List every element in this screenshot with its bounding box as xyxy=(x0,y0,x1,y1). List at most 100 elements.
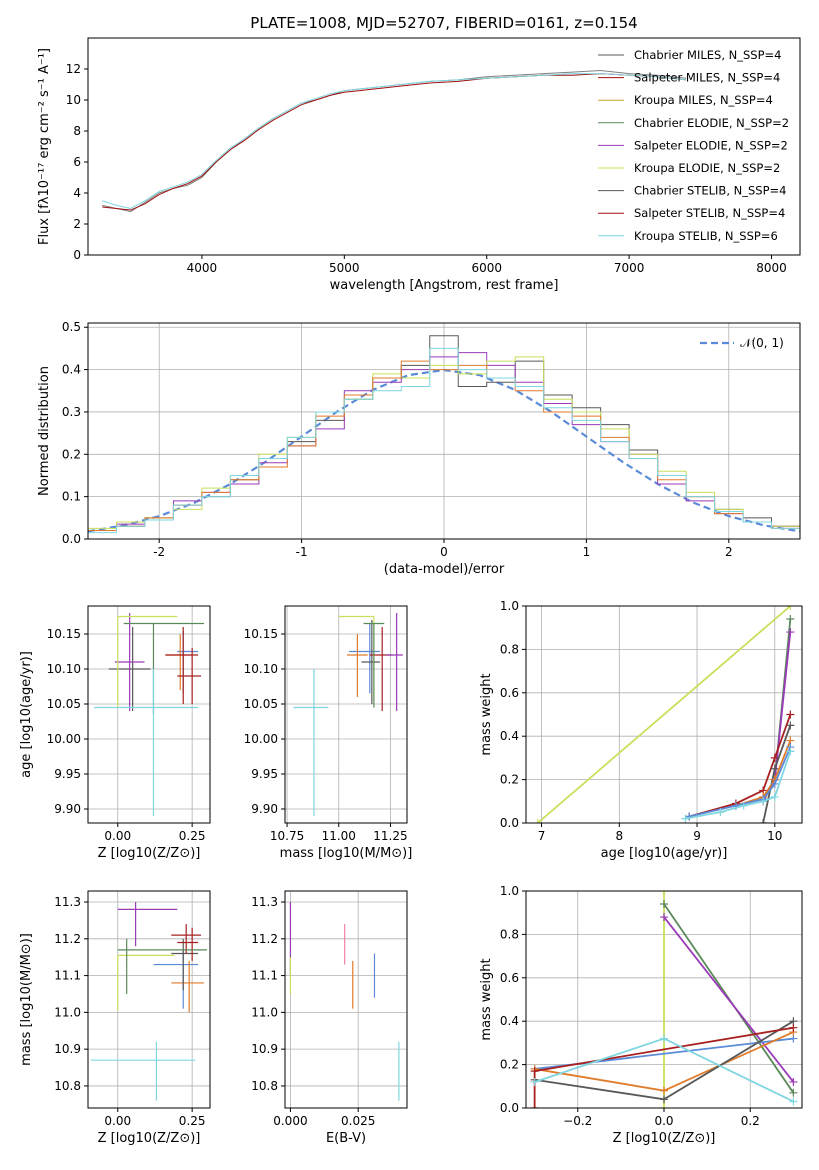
axes-frame xyxy=(87,605,211,824)
series-line-5 xyxy=(735,740,792,807)
y-tick-label: 0.0 xyxy=(500,816,519,830)
data-point xyxy=(660,900,668,909)
y-axis-label: mass weight xyxy=(479,673,494,755)
legend-label: Chabrier ELODIE, N_SSP=2 xyxy=(634,116,789,130)
chart-mass-weight-vs-z: −0.2 0.0 0.2 0.0 0.2 0.4 0.6 0.8 1.0 Z [log10(Z/Z… xyxy=(479,884,803,1146)
data-point xyxy=(789,1023,798,1032)
x-tick-label: 10 xyxy=(767,829,782,843)
plot-area xyxy=(90,902,208,1101)
data-point xyxy=(530,1077,539,1086)
y-tick-label: 10.8 xyxy=(54,1079,81,1093)
y-tick-label: 0.4 xyxy=(62,363,81,377)
data-point xyxy=(739,801,748,810)
plot-area xyxy=(93,613,205,816)
figure-title: PLATE=1008, MJD=52707, FIBERID=0161, z=0… xyxy=(250,14,637,32)
y-tick-label: 9.95 xyxy=(54,767,81,781)
x-axis-label: Z [log10(Z/Z⊙)] xyxy=(98,846,201,861)
x-tick-label: -2 xyxy=(153,545,165,559)
y-tick-label: 0.4 xyxy=(500,1014,519,1028)
y-tick-label: 0.5 xyxy=(62,320,81,334)
y-tick-label: 1.0 xyxy=(500,599,519,613)
series-line-0 xyxy=(537,606,791,823)
data-point xyxy=(770,764,779,773)
x-tick-label: 11.25 xyxy=(373,829,407,843)
series-line-2 xyxy=(663,916,795,1083)
data-point xyxy=(660,1034,668,1043)
x-axis-label: mass [log10(M/M⊙)] xyxy=(280,846,413,861)
series-line-hist-4 xyxy=(88,360,800,532)
chart-mass-weight-vs-age: 7 8 9 10 0.0 0.2 0.4 0.6 0.8 1.0 age [log10(age/yr… xyxy=(479,599,803,861)
data-point xyxy=(660,1104,668,1108)
y-tick-label: 0.2 xyxy=(500,1058,519,1072)
y-tick-label: 0.8 xyxy=(500,927,519,941)
y-tick-label: 10.05 xyxy=(47,697,81,711)
data-point xyxy=(789,1097,798,1106)
x-tick-label: 1 xyxy=(583,545,591,559)
x-tick-label: 0.0 xyxy=(654,1114,673,1128)
data-point xyxy=(660,891,668,895)
y-tick-label: 0.3 xyxy=(62,405,81,419)
y-tick-label: 0.1 xyxy=(62,490,81,504)
y-axis-label: Normed distribution xyxy=(37,366,52,496)
data-point xyxy=(789,1088,798,1097)
y-tick-label: 9.90 xyxy=(54,802,81,816)
y-tick-label: 10.05 xyxy=(244,697,278,711)
data-point xyxy=(786,710,795,719)
series-line-hist-3 xyxy=(88,356,800,529)
legend-label: Kroupa STELIB, N_SSP=6 xyxy=(634,229,778,243)
chart-mass-vs-ebv: 0.000 0.025 10.8 10.9 11.0 11.1 11.2 11.3 E(B-V) xyxy=(251,890,408,1146)
y-tick-label: 0 xyxy=(73,248,81,262)
y-axis-label: age [log10(age/yr)] xyxy=(19,651,34,778)
y-tick-label: 0.2 xyxy=(62,447,81,461)
x-tick-label: 10.75 xyxy=(270,829,304,843)
x-tick-label: 9 xyxy=(693,829,701,843)
x-tick-label: -1 xyxy=(296,545,308,559)
data-point xyxy=(660,913,668,922)
y-tick-label: 0.6 xyxy=(500,686,519,700)
data-point xyxy=(533,819,542,823)
data-point xyxy=(660,1086,668,1095)
data-point xyxy=(786,747,795,756)
legend-label: Salpeter STELIB, N_SSP=4 xyxy=(634,206,785,220)
x-tick-label: 0.2 xyxy=(741,1114,760,1128)
data-point xyxy=(786,628,795,637)
x-tick-label: 6000 xyxy=(471,261,502,275)
legend-label: Salpeter MILES, N_SSP=4 xyxy=(634,71,780,85)
x-tick-label: 2 xyxy=(725,545,733,559)
data-point xyxy=(530,1104,539,1108)
y-tick-label: 10.15 xyxy=(47,627,81,641)
data-point xyxy=(786,606,795,610)
axes-frame xyxy=(284,605,408,824)
series-line-model-kroupa-stelib xyxy=(102,73,687,210)
y-tick-label: 11.2 xyxy=(251,932,278,946)
y-tick-label: 0.6 xyxy=(500,971,519,985)
y-tick-label: 10.9 xyxy=(54,1042,81,1056)
x-axis-label: wavelength [Angstrom, rest frame] xyxy=(330,278,559,293)
y-tick-label: 11.3 xyxy=(251,895,278,909)
axes-frame xyxy=(284,890,408,1109)
x-tick-label: 8 xyxy=(615,829,623,843)
x-tick-label: 11.00 xyxy=(322,829,356,843)
series-line-7 xyxy=(685,751,792,820)
data-point xyxy=(681,814,690,823)
y-tick-label: 11.0 xyxy=(251,1005,278,1019)
legend-label: Chabrier MILES, N_SSP=4 xyxy=(634,48,781,62)
axes-frame xyxy=(87,37,801,256)
data-point xyxy=(789,1077,798,1086)
legend-label: Chabrier STELIB, N_SSP=4 xyxy=(634,184,786,198)
legend-label: Salpeter ELODIE, N_SSP=2 xyxy=(634,138,788,152)
y-tick-label: 0.0 xyxy=(62,532,81,546)
y-tick-label: 0.4 xyxy=(500,729,519,743)
chart-spectrum: 4000 5000 6000 7000 8000 0 2 4 6 8 10 12 wavelength … xyxy=(37,37,801,293)
legend-label: Kroupa ELODIE, N_SSP=2 xyxy=(634,161,780,175)
data-point xyxy=(770,779,779,788)
data-point xyxy=(786,615,795,624)
chart-mass-vs-z: 0.00 0.25 10.8 10.9 11.0 11.1 11.2 11.3 Z [log10… xyxy=(19,890,211,1146)
y-tick-label: 0.0 xyxy=(500,1101,519,1115)
y-tick-label: 10.10 xyxy=(244,662,278,676)
data-point xyxy=(770,792,779,801)
x-axis-label: Z [log10(Z/Z⊙)] xyxy=(613,1131,716,1146)
x-tick-label: 7000 xyxy=(614,261,645,275)
legend: Chabrier MILES, N_SSP=4 Salpeter MILES, N… xyxy=(598,48,789,243)
